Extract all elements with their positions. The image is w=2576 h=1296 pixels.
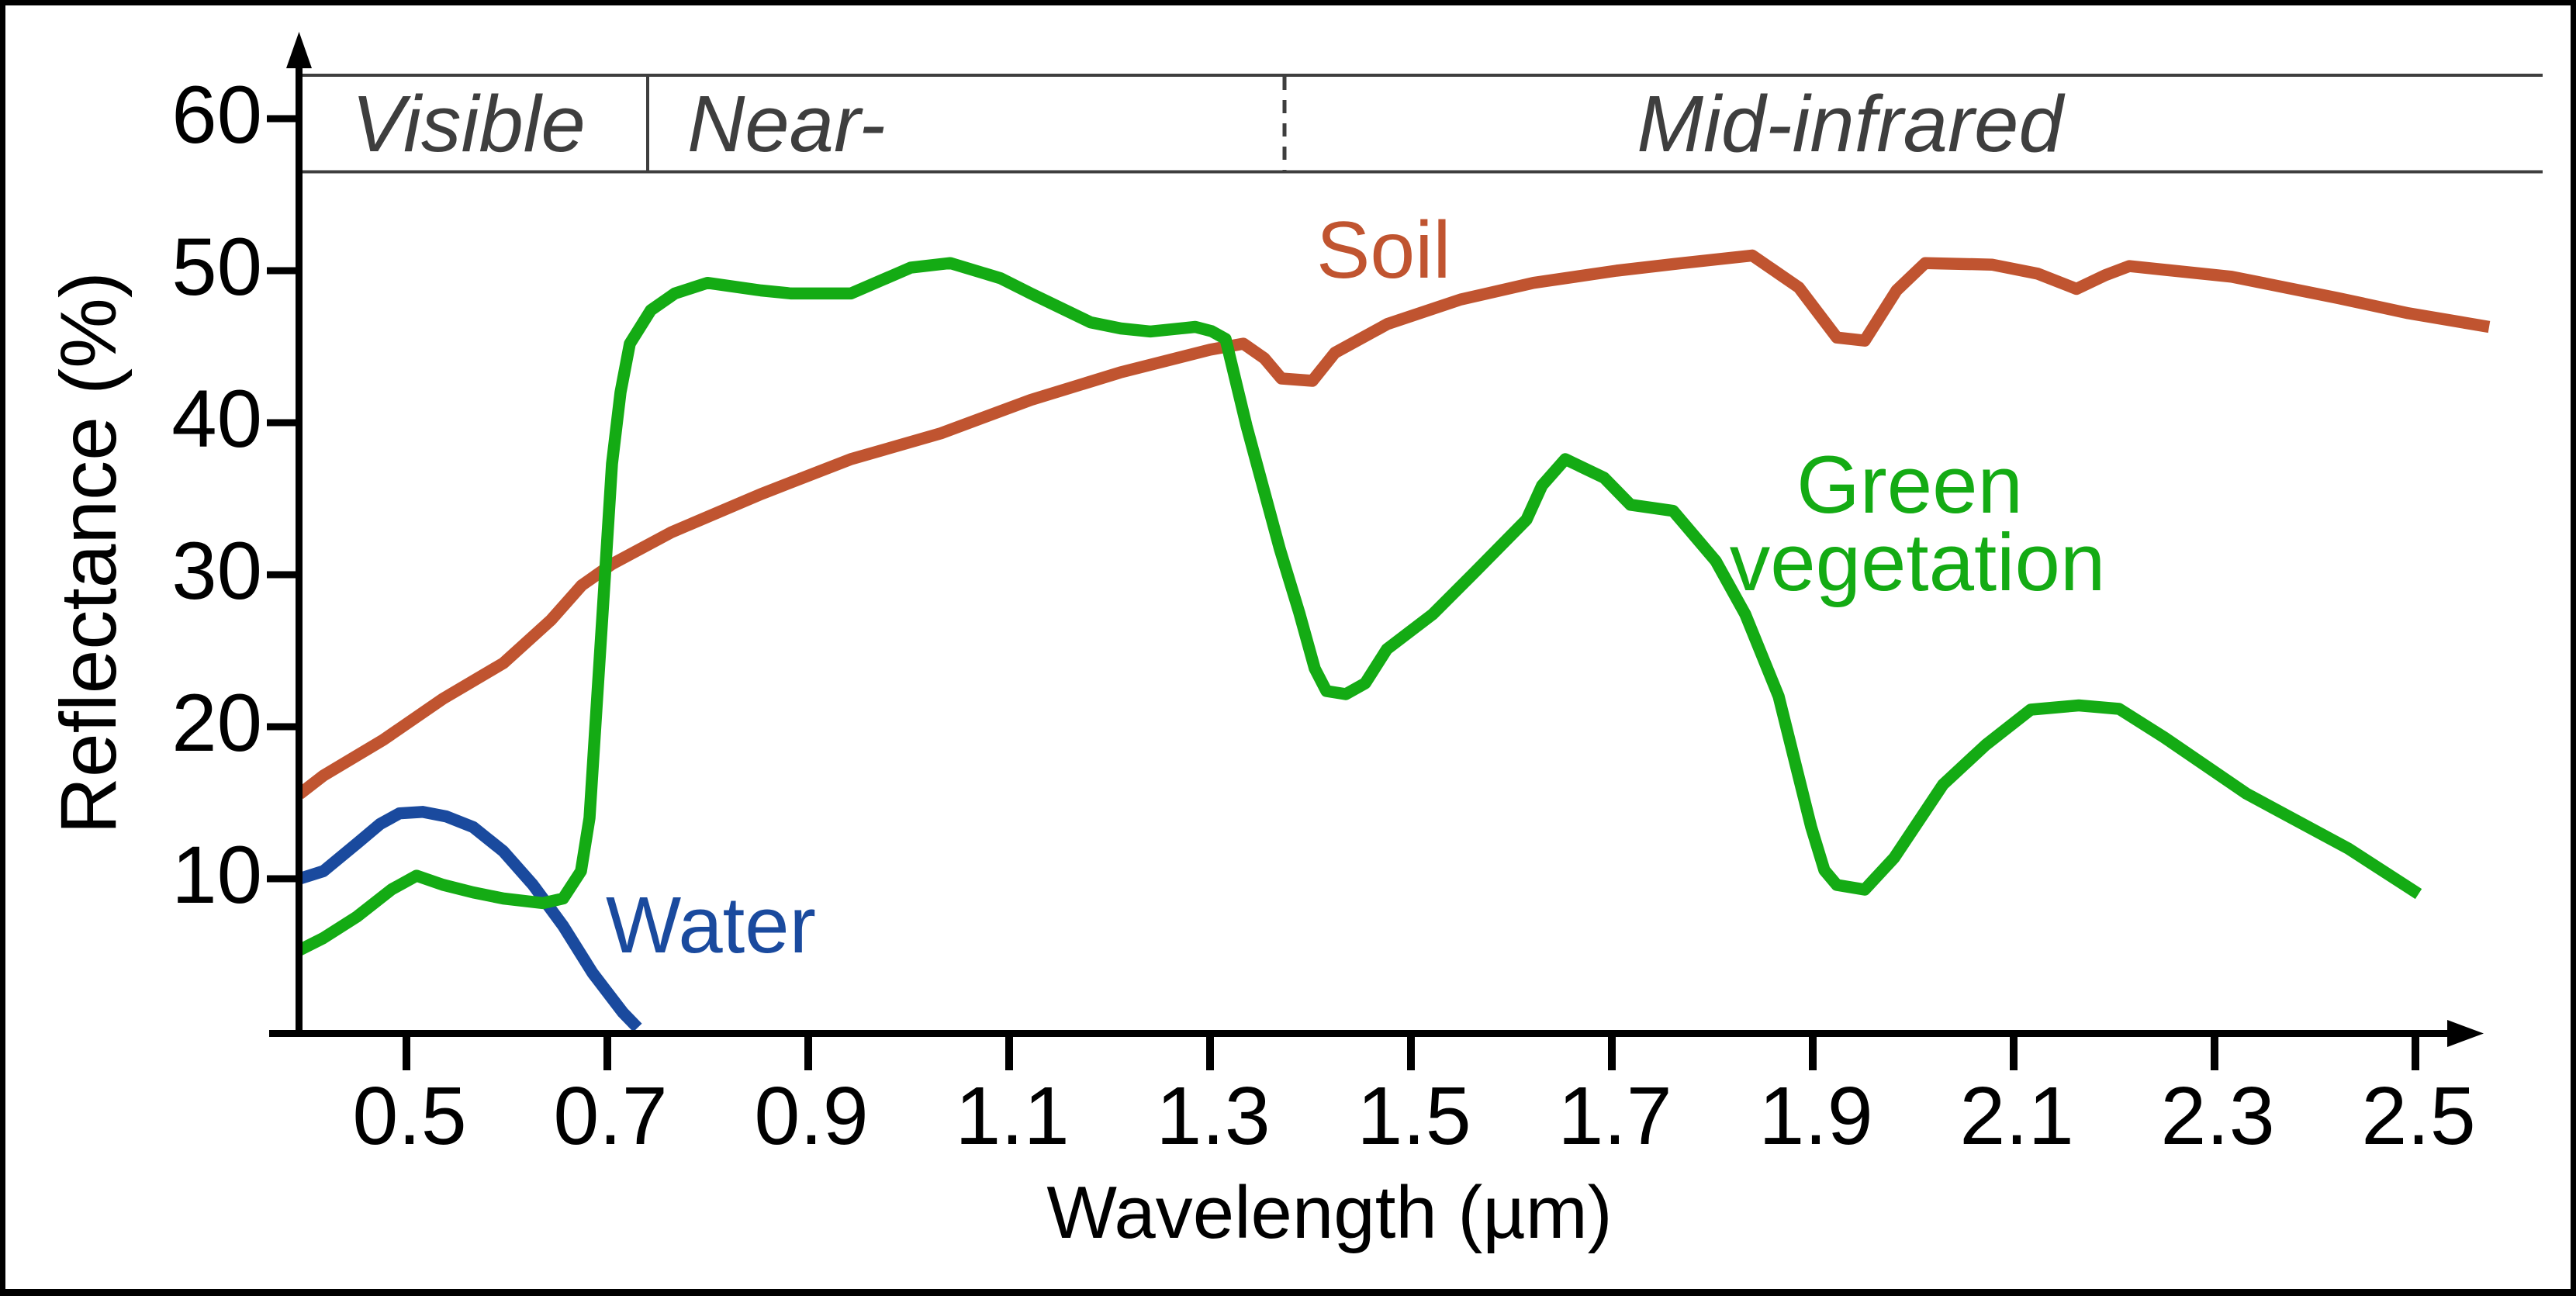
svg-text:vegetation: vegetation [1730, 517, 2106, 608]
svg-text:30: 30 [171, 526, 262, 617]
svg-text:2.1: 2.1 [1959, 1070, 2073, 1162]
svg-text:2.3: 2.3 [2160, 1070, 2274, 1162]
svg-text:Near-: Near- [687, 79, 886, 168]
svg-text:1.1: 1.1 [955, 1070, 1069, 1162]
svg-text:0.5: 0.5 [352, 1070, 466, 1162]
svg-text:Mid-infrared: Mid-infrared [1637, 79, 2065, 168]
svg-text:Water: Water [606, 880, 816, 969]
svg-text:1.3: 1.3 [1156, 1070, 1270, 1162]
svg-text:10: 10 [171, 830, 262, 921]
svg-text:1.7: 1.7 [1558, 1070, 1672, 1162]
svg-text:Wavelength (µm): Wavelength (µm) [1046, 1171, 1612, 1254]
svg-text:50: 50 [171, 222, 262, 313]
svg-text:0.7: 0.7 [553, 1070, 667, 1162]
svg-text:1.5: 1.5 [1357, 1070, 1471, 1162]
svg-text:Visible: Visible [351, 79, 586, 168]
svg-text:1.9: 1.9 [1758, 1070, 1872, 1162]
svg-text:Soil: Soil [1316, 206, 1451, 295]
svg-text:20: 20 [171, 678, 262, 769]
svg-text:40: 40 [171, 374, 262, 465]
svg-text:Reflectance (%): Reflectance (%) [44, 271, 133, 835]
svg-text:2.5: 2.5 [2361, 1070, 2475, 1162]
svg-text:Green: Green [1796, 440, 2023, 530]
svg-text:0.9: 0.9 [754, 1070, 868, 1162]
svg-text:60: 60 [171, 70, 262, 161]
